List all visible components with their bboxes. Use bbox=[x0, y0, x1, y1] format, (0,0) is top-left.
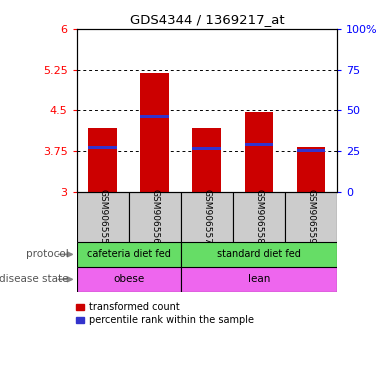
Title: GDS4344 / 1369217_at: GDS4344 / 1369217_at bbox=[129, 13, 284, 26]
Bar bbox=[245, 112, 273, 192]
Bar bbox=[181, 267, 337, 292]
Text: GSM906555: GSM906555 bbox=[98, 189, 107, 245]
Text: protocol: protocol bbox=[26, 249, 69, 260]
Bar bbox=[88, 128, 117, 192]
Bar bbox=[77, 242, 181, 267]
Text: standard diet fed: standard diet fed bbox=[217, 249, 301, 260]
Text: lean: lean bbox=[248, 274, 270, 285]
Bar bbox=[297, 149, 325, 152]
Bar bbox=[77, 192, 129, 242]
Bar bbox=[129, 192, 181, 242]
Text: obese: obese bbox=[113, 274, 144, 285]
Text: GSM906556: GSM906556 bbox=[150, 189, 159, 245]
Bar bbox=[77, 267, 181, 292]
Bar bbox=[181, 192, 233, 242]
Legend: transformed count, percentile rank within the sample: transformed count, percentile rank withi… bbox=[74, 301, 256, 327]
Bar bbox=[141, 73, 169, 192]
Bar bbox=[141, 116, 169, 118]
Bar bbox=[233, 192, 285, 242]
Bar bbox=[285, 192, 337, 242]
Text: GSM906559: GSM906559 bbox=[306, 189, 316, 245]
Text: disease state: disease state bbox=[0, 274, 69, 285]
Bar bbox=[88, 146, 117, 149]
Text: GSM906557: GSM906557 bbox=[202, 189, 211, 245]
Bar bbox=[181, 242, 337, 267]
Bar bbox=[245, 143, 273, 146]
Bar bbox=[193, 147, 221, 150]
Text: GSM906558: GSM906558 bbox=[254, 189, 264, 245]
Bar bbox=[297, 147, 325, 192]
Text: cafeteria diet fed: cafeteria diet fed bbox=[87, 249, 170, 260]
Bar bbox=[193, 128, 221, 192]
